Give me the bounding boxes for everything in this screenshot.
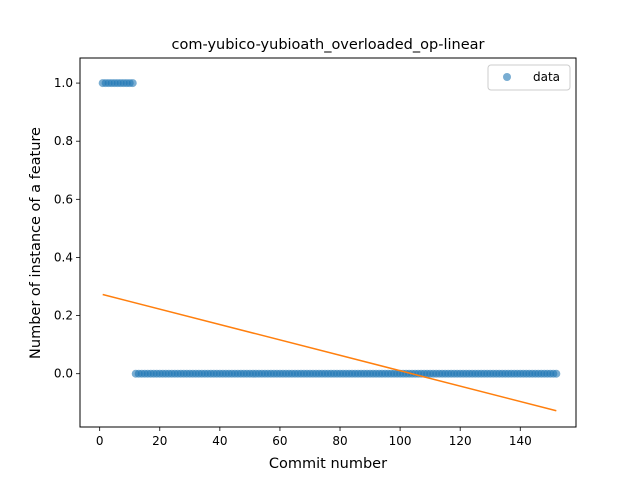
x-tick-label: 140 [509,434,532,448]
y-tick-label: 0.8 [54,134,73,148]
plot-frame [79,57,577,428]
x-tick-label: 40 [212,434,227,448]
x-tick-label: 80 [332,434,347,448]
legend-label: data [533,70,560,84]
y-tick-label: 0.2 [54,309,73,323]
data-point [552,369,561,378]
y-tick-label: 0.0 [54,367,73,381]
x-tick-label: 60 [272,434,287,448]
data-point [128,79,137,88]
chart-title: com-yubico-yubioath_overloaded_op-linear [172,37,485,53]
legend-marker [503,73,511,81]
x-tick-label: 0 [96,434,104,448]
legend: data [487,64,571,91]
y-tick-label: 0.6 [54,192,73,206]
y-axis: 0.0 0.2 0.4 0.6 0.8 1.0 [54,76,80,381]
y-axis-label: Number of instance of a feature [28,127,44,359]
x-tick-label: 20 [152,434,167,448]
x-tick-label: 100 [389,434,412,448]
x-axis-label: Commit number [269,456,387,472]
plot-area [98,79,561,412]
y-tick-label: 1.0 [54,76,73,90]
x-tick-label: 120 [449,434,472,448]
legend-box [487,64,571,91]
y-tick-label: 0.4 [54,250,73,264]
fit-line [102,293,557,412]
x-axis: 0 20 40 60 80 100 120 140 [96,427,532,448]
